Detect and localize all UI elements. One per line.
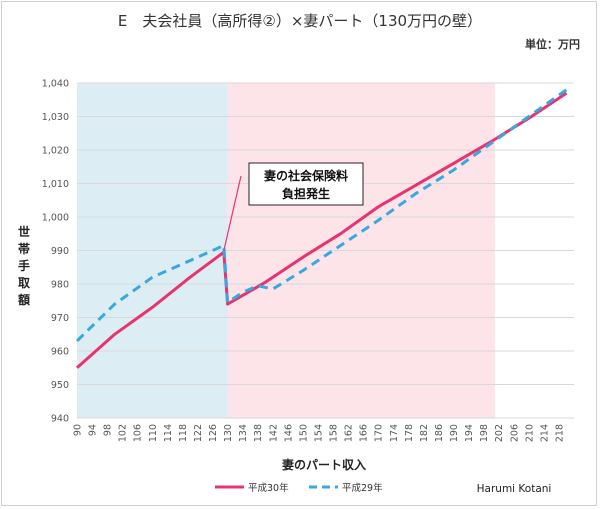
x-tick-label: 98 [103, 424, 114, 436]
annotation: 妻の社会保険料 負担発生 [223, 162, 364, 251]
x-tick-label: 186 [434, 424, 445, 442]
x-tick-label: 114 [163, 424, 174, 442]
x-tick-label: 166 [359, 424, 370, 442]
x-tick-label: 198 [479, 424, 490, 442]
series-line-0 [76, 91, 568, 369]
x-tick-label: 126 [208, 424, 219, 442]
x-tick-label: 214 [539, 424, 550, 442]
x-tick-label: 210 [524, 424, 535, 442]
series-lines [75, 88, 568, 369]
x-tick-label: 178 [404, 424, 415, 442]
x-axis-title: 妻のパート収入 [282, 457, 366, 472]
legend-label-h30: 平成30年 [248, 482, 289, 494]
legend-item-h30: 平成30年 [215, 482, 289, 494]
x-tick-label: 182 [419, 424, 430, 442]
y-tick-label: 990 [51, 246, 69, 257]
chart-title: E 夫会社員（高所得②）×妻パート（130万円の壁） [118, 12, 482, 30]
x-tick-label: 142 [268, 424, 279, 442]
x-tick-label: 190 [449, 424, 460, 442]
y-tick-label: 1,040 [42, 79, 69, 90]
y-axis-title: 世帯手取額 [17, 224, 30, 307]
x-tick-label: 202 [494, 424, 505, 442]
x-tick-label: 162 [344, 424, 355, 442]
x-tick-label: 206 [509, 424, 520, 442]
series-line-1 [75, 88, 568, 342]
y-tick-label: 970 [51, 313, 69, 324]
x-tick-label: 150 [298, 424, 309, 442]
y-tick-label: 980 [51, 280, 69, 291]
annotation-line-2: 負担発生 [282, 186, 330, 201]
annotation-box [248, 162, 364, 206]
x-tick-label: 110 [148, 424, 159, 442]
grid-lines [77, 82, 574, 419]
x-tick-label: 134 [238, 424, 249, 442]
y-tick-label: 950 [51, 380, 69, 391]
x-tick-label: 194 [464, 424, 475, 442]
legend: 平成30年 平成29年 [215, 482, 383, 494]
annotation-line-1: 妻の社会保険料 [264, 168, 348, 183]
y-axis-ticks: 940 950 960 970 980 990 1,000 1,010 1,020 1,030 1,… [42, 79, 69, 425]
x-tick-label: 154 [313, 424, 324, 442]
y-tick-label: 1,000 [42, 213, 69, 224]
y-tick-label: 1,010 [42, 179, 69, 190]
x-tick-label: 106 [133, 424, 144, 442]
x-tick-label: 146 [283, 424, 294, 442]
legend-item-h29: 平成29年 [309, 482, 383, 494]
x-tick-label: 130 [223, 424, 234, 442]
unit-label: 単位：万円 [525, 37, 580, 51]
x-tick-label: 138 [253, 424, 264, 442]
x-tick-label: 174 [389, 424, 400, 442]
y-tick-label: 1,020 [42, 146, 69, 157]
shaded-regions [77, 83, 495, 418]
x-tick-label: 102 [118, 424, 129, 442]
x-tick-label: 158 [329, 424, 340, 442]
credit-text: Harumi Kotani [477, 483, 552, 495]
x-tick-label: 122 [193, 424, 204, 442]
y-tick-label: 960 [51, 347, 69, 358]
y-tick-label: 1,030 [42, 112, 69, 123]
legend-label-h29: 平成29年 [342, 482, 383, 494]
x-tick-label: 170 [374, 424, 385, 442]
x-tick-label: 94 [88, 424, 99, 436]
y-tick-label: 940 [51, 414, 69, 425]
x-tick-label: 90 [73, 424, 84, 436]
x-tick-label: 218 [554, 424, 565, 442]
x-axis-ticks: 90 94 98 102 106 110 114 118 122 126 130 134 138 142 1… [73, 424, 566, 442]
x-tick-label: 118 [178, 424, 189, 442]
annotation-pointer [223, 175, 242, 251]
